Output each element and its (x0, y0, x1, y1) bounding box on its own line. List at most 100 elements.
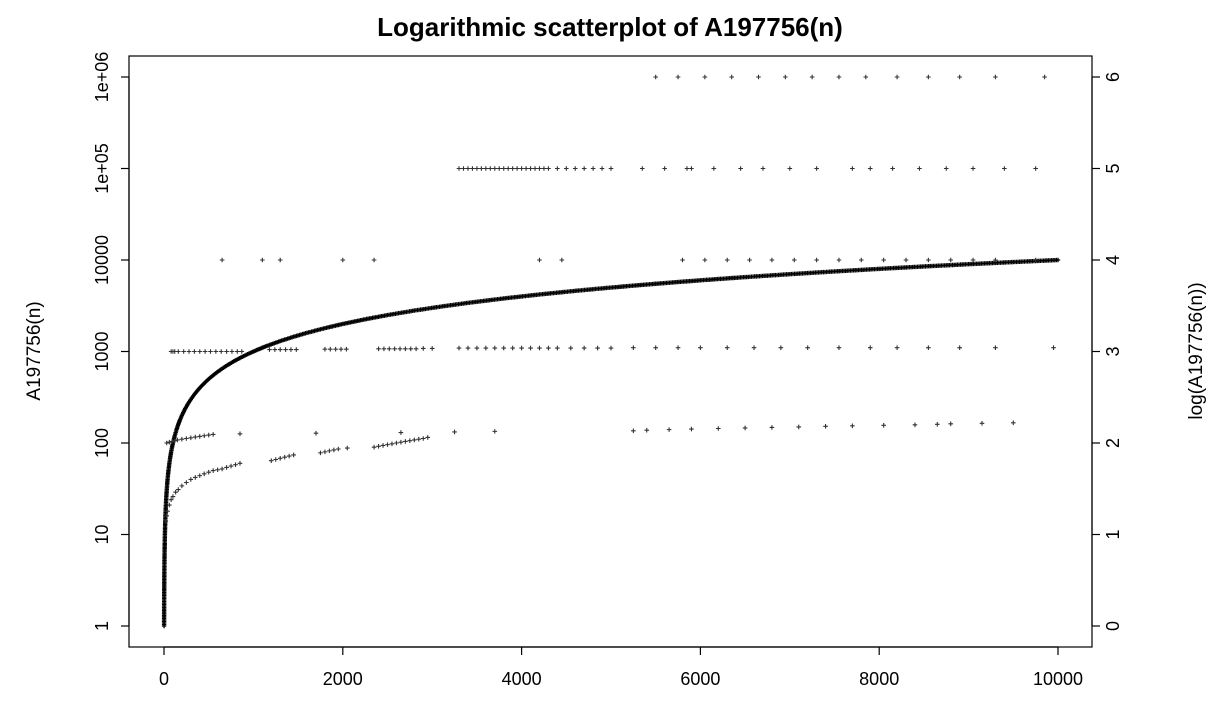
data-point (173, 489, 178, 495)
data-point (235, 349, 240, 354)
data-point (338, 346, 344, 352)
data-point (729, 74, 734, 80)
data-point (294, 347, 299, 352)
data-point (675, 74, 681, 80)
data-point (769, 425, 775, 430)
x-axis: 0 2000 4000 6000 8000 10000 (159, 646, 1083, 689)
y-tick-label-left: 10 (92, 524, 112, 544)
data-point (528, 345, 533, 351)
data-point (267, 347, 272, 352)
data-point (523, 166, 529, 171)
x-tick-label: 6000 (680, 669, 720, 689)
data-point (179, 436, 185, 442)
data-point (510, 166, 515, 171)
data-point (412, 437, 417, 443)
data-point (492, 345, 498, 351)
data-point (470, 166, 475, 171)
y-tick-label-left: 1000 (92, 331, 112, 371)
data-point (164, 513, 169, 519)
data-point (327, 346, 333, 352)
data-point (192, 475, 198, 480)
data-point (277, 347, 283, 352)
data-point (286, 453, 292, 459)
data-point (756, 74, 761, 80)
data-point (903, 257, 909, 263)
data-point (272, 347, 278, 352)
data-point (483, 166, 489, 171)
data-point (675, 345, 681, 351)
data-point (769, 257, 775, 263)
data-point (288, 347, 294, 352)
data-point (389, 441, 395, 447)
data-point (631, 345, 636, 351)
data-point (791, 257, 797, 263)
y-tick-label-left: 1 (92, 621, 112, 631)
data-point (283, 347, 288, 352)
x-tick-label: 10000 (1033, 669, 1083, 689)
data-point (371, 257, 377, 263)
data-point (912, 422, 918, 428)
data-point (1033, 257, 1038, 263)
data-point (398, 439, 404, 445)
data-point (917, 166, 922, 171)
data-point (1002, 166, 1007, 171)
data-point (599, 166, 605, 171)
data-point (501, 345, 507, 351)
data-point (215, 467, 220, 473)
data-point (926, 257, 931, 263)
data-point (510, 345, 515, 351)
data-point (881, 257, 886, 263)
data-point (943, 166, 949, 171)
data-point (993, 74, 998, 80)
data-point (164, 440, 169, 446)
data-point (322, 449, 328, 455)
data-point (783, 74, 788, 80)
data-point (474, 166, 480, 171)
data-point (277, 456, 283, 461)
y-axis-label-left: A197756(n) (24, 301, 45, 400)
data-point (465, 166, 471, 171)
data-point (175, 437, 180, 443)
data-point (850, 166, 855, 171)
y-tick-label-right: 3 (1103, 346, 1123, 356)
data-point (867, 166, 873, 171)
data-point (336, 446, 341, 452)
data-point (229, 349, 235, 354)
data-point (452, 429, 457, 435)
data-point (702, 74, 708, 80)
data-point (340, 257, 346, 263)
data-point (751, 345, 757, 351)
data-point (176, 487, 181, 492)
data-point (398, 430, 404, 435)
data-point (385, 442, 390, 447)
data-point (537, 166, 542, 171)
y-tick-label-right: 5 (1103, 163, 1123, 173)
data-point (537, 257, 542, 263)
data-point (219, 257, 225, 263)
data-point (201, 471, 207, 477)
data-point (192, 434, 198, 440)
data-point (184, 480, 189, 485)
data-point (197, 473, 203, 478)
data-point (1011, 420, 1016, 426)
data-point (344, 445, 350, 451)
data-point (689, 426, 694, 432)
data-point (237, 431, 243, 437)
data-point (778, 345, 784, 351)
data-point (644, 427, 650, 433)
x-tick-label: 4000 (502, 669, 542, 689)
data-point (528, 166, 533, 171)
data-point (881, 423, 886, 428)
data-point (165, 508, 170, 514)
y-tick-label-right: 4 (1103, 255, 1123, 265)
data-point (381, 346, 387, 352)
data-point (894, 74, 900, 80)
data-point (689, 166, 694, 171)
data-point (948, 257, 954, 263)
data-point (376, 444, 381, 449)
data-point (403, 346, 408, 352)
data-point (386, 346, 392, 352)
data-point (371, 444, 377, 450)
data-point (684, 166, 690, 171)
data-point (850, 423, 855, 429)
